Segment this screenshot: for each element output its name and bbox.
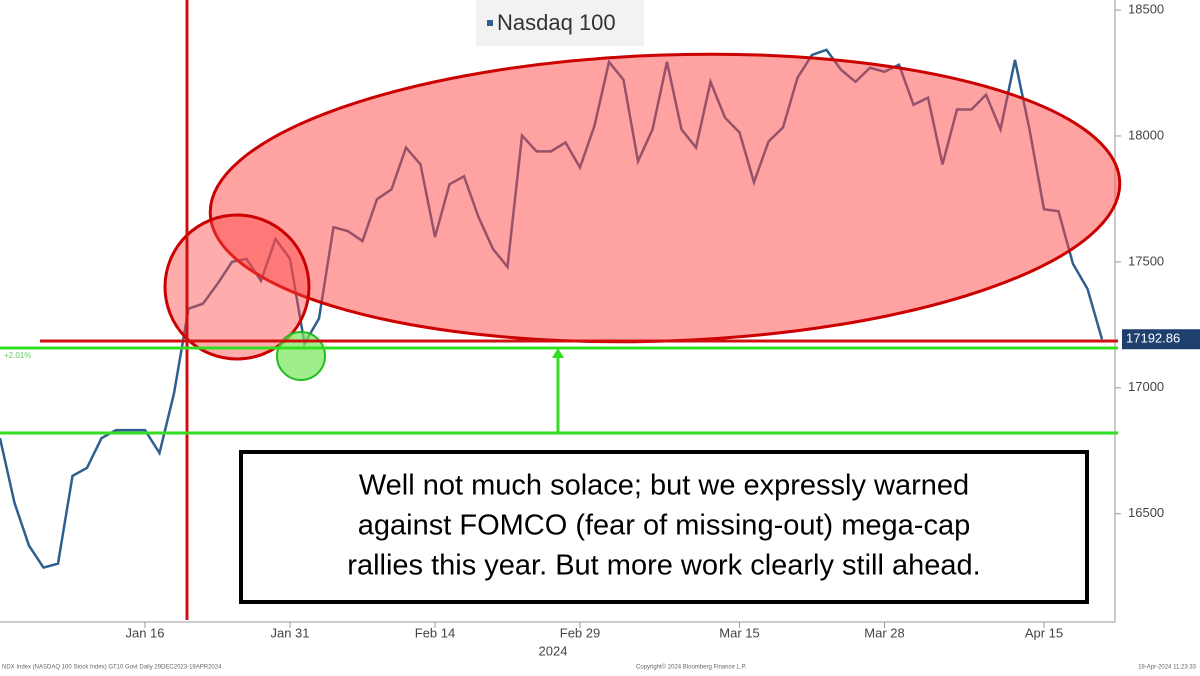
footer-right: 19-Apr-2024 11:23:33 [1138,665,1197,671]
highlight-circle [163,213,311,361]
legend-box [476,0,644,46]
annotations: +2.01% [0,0,1122,620]
y-tick-label: 18500 [1128,2,1164,17]
x-tick-label: Jan 31 [270,625,309,640]
legend-label: Nasdaq 100 [497,10,616,35]
y-tick-label: 17500 [1128,253,1164,268]
annotation-box: Well not much solace; but we expressly w… [239,450,1089,604]
annotation-line: rallies this year. But more work clearly… [347,550,980,582]
x-tick-label: Jan 16 [125,625,164,640]
y-tick-label: 17000 [1128,379,1164,394]
x-tick-label: Feb 14 [415,625,455,640]
green-arrow-head [552,348,564,358]
annotation-line: against FOMCO (fear of missing-out) mega… [358,510,970,542]
last-value-label: 17192.86 [1126,331,1180,346]
x-tick-label: Mar 15 [719,625,759,640]
footer-center: Copyright© 2024 Bloomberg Finance L.P. [636,664,747,671]
footer-left: NDX Index (NASDAQ 100 Stock Index) GT10 … [2,665,222,671]
annotation-frame [239,450,1089,604]
last-value-box [1122,329,1200,350]
x-tick-label: Mar 28 [864,625,904,640]
y-tick-label: 18000 [1128,127,1164,142]
green-circle [276,331,326,381]
x-tick-label: Apr 15 [1025,625,1063,640]
side-label: +2.01% [4,351,31,360]
y-tick-label: 16500 [1128,505,1164,520]
x-tick-label: Feb 29 [560,625,600,640]
legend: Nasdaq 100 [476,0,644,46]
legend-swatch [487,20,493,26]
x-axis-label: 2024 [539,643,568,658]
annotation-line: Well not much solace; but we expressly w… [359,470,969,502]
